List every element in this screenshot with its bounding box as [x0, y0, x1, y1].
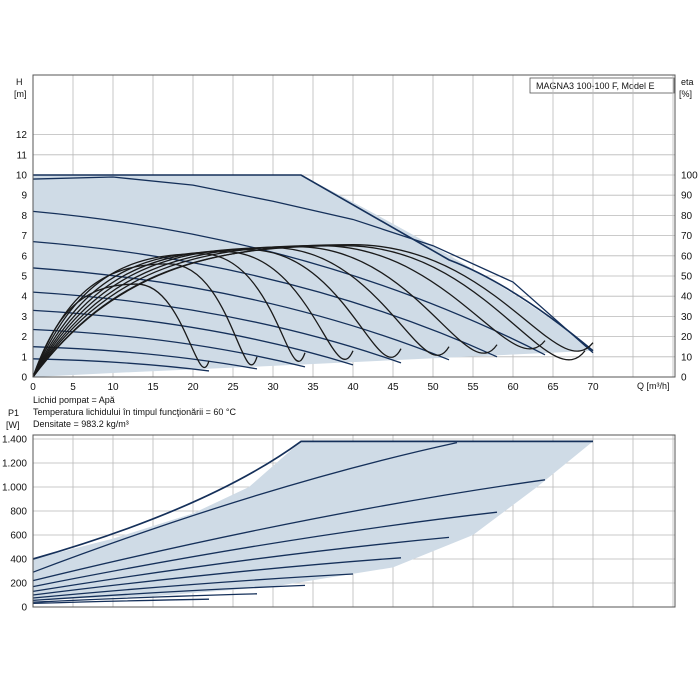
power-chart-ticks: 0 200 400 600 800 1.000 1.200 1.400: [2, 435, 27, 614]
power-curve: [32, 573, 354, 599]
head-curve: [32, 346, 258, 370]
efficiency-curves: [32, 244, 594, 378]
operating-area-fill: [33, 175, 593, 377]
power-chart-frame: [32, 434, 676, 608]
power-axis-unit: [W]: [6, 420, 20, 430]
flow-tick-label: 50: [427, 382, 439, 393]
note-liquid-temperature: Temperatura lichidului în timpul funcţio…: [33, 407, 236, 417]
head-curve: [32, 210, 546, 356]
head-curve: [32, 267, 450, 361]
flow-tick-label: 70: [587, 382, 599, 393]
note-density: Densitate = 983.2 kg/m³: [33, 419, 129, 429]
head-tick-label: 12: [16, 130, 28, 141]
efficiency-curve: [32, 283, 210, 378]
head-chart-border: [32, 74, 676, 378]
flow-tick-label: 15: [147, 382, 159, 393]
eta-axis-symbol: eta: [681, 77, 694, 87]
head-axis-symbol: H: [16, 77, 23, 87]
efficiency-curve: [32, 245, 546, 378]
power-curves: [32, 440, 593, 605]
eta-tick-label: 20: [681, 332, 693, 343]
flow-tick-label: 65: [547, 382, 559, 393]
head-tick-label: 4: [21, 292, 27, 303]
flow-tick-label: 20: [187, 382, 199, 393]
efficiency-curve: [32, 249, 402, 378]
eta-tick-label: 0: [681, 373, 687, 384]
chart-title: MAGNA3 100-100 F, Model E: [536, 81, 655, 91]
head-tick-label: 10: [16, 171, 28, 182]
head-tick-label: 11: [17, 150, 28, 161]
eta-tick-label: 80: [681, 211, 693, 222]
power-curve: [32, 440, 593, 560]
head-curve: [32, 328, 306, 368]
power-tick-label: 1.200: [2, 459, 27, 470]
power-curve: [32, 593, 258, 603]
power-tick-label: 1.400: [2, 435, 27, 446]
head-tick-label: 0: [21, 373, 27, 384]
flow-tick-label: 0: [30, 382, 36, 393]
head-tick-label: 1: [21, 352, 27, 363]
head-tick-label: 7: [21, 231, 27, 242]
head-curve: [32, 358, 210, 372]
flow-tick-label: 25: [227, 382, 239, 393]
power-tick-label: 0: [21, 603, 27, 614]
chart-title-box: [529, 77, 675, 94]
flow-tick-label: 30: [267, 382, 279, 393]
eta-tick-label: 50: [681, 272, 693, 283]
flow-tick-label: 5: [70, 382, 76, 393]
flow-tick-label: 10: [107, 382, 119, 393]
efficiency-curve: [32, 251, 354, 378]
flow-tick-label: 60: [507, 382, 519, 393]
eta-tick-label: 90: [681, 191, 693, 202]
head-curve: [32, 241, 498, 358]
efficiency-curve: [32, 245, 586, 378]
power-tick-label: 1.000: [2, 483, 27, 494]
efficiency-curve: [32, 263, 258, 378]
power-curve: [32, 536, 450, 593]
head-axis-unit: [m]: [14, 89, 27, 99]
flow-axis-label: Q [m³/h]: [637, 381, 670, 391]
eta-tick-label: 10: [681, 352, 693, 363]
head-curve: [32, 176, 594, 354]
power-axis-symbol: P1: [8, 408, 19, 418]
head-curve: [32, 309, 354, 366]
power-tick-label: 600: [10, 531, 27, 542]
head-chart-frame: [32, 74, 676, 378]
eta-tick-label: 60: [681, 251, 693, 262]
flow-tick-label: 55: [467, 382, 479, 393]
power-curve: [32, 598, 210, 605]
head-tick-label: 6: [21, 251, 27, 262]
eta-axis-unit: [%]: [679, 89, 692, 99]
power-curve: [32, 441, 458, 573]
note-pumped-liquid: Lichid pompat = Apă: [33, 395, 115, 405]
head-tick-label: 2: [21, 332, 27, 343]
power-curve: [32, 479, 546, 582]
efficiency-curve: [32, 246, 498, 378]
flow-tick-label: 35: [307, 382, 319, 393]
power-chart-border: [32, 434, 676, 608]
head-tick-label: 5: [21, 272, 27, 283]
eta-tick-label: 30: [681, 312, 693, 323]
eta-tick-label: 40: [681, 292, 693, 303]
head-tick-label: 9: [21, 191, 27, 202]
power-tick-label: 400: [10, 555, 27, 566]
flow-tick-label: 40: [347, 382, 359, 393]
head-tick-label: 8: [21, 211, 27, 222]
efficiency-curve: [32, 247, 450, 378]
power-curve: [32, 511, 498, 588]
eta-tick-label: 70: [681, 231, 693, 242]
power-curve: [32, 584, 306, 602]
head-tick-label: 3: [21, 312, 27, 323]
power-curve: [32, 557, 402, 596]
power-tick-label: 800: [10, 507, 27, 518]
flow-tick-label: 45: [387, 382, 399, 393]
eta-tick-label: 100: [681, 171, 698, 182]
power-tick-label: 200: [10, 579, 27, 590]
